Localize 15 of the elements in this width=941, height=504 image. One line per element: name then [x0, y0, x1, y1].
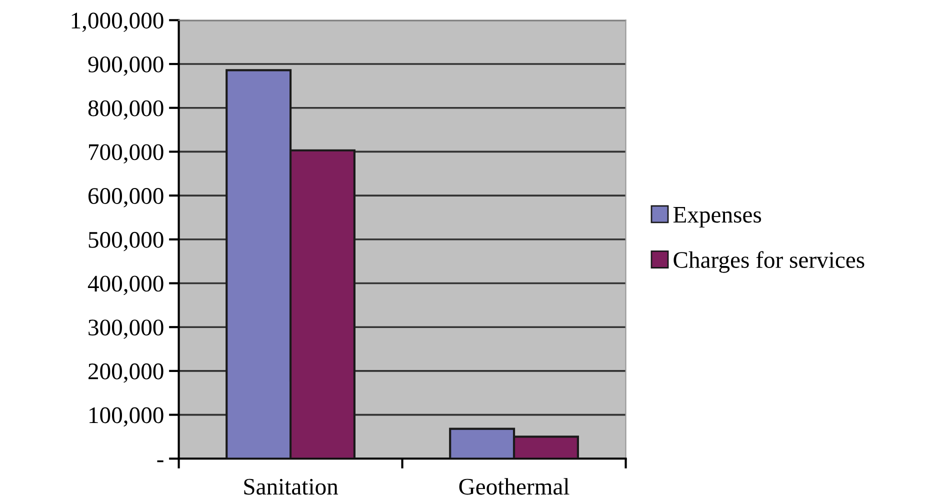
y-tick-label: 700,000 — [89, 144, 164, 164]
legend-label: Expenses — [673, 207, 762, 228]
legend-label: Charges for services — [674, 251, 864, 273]
y-tick-label: 1,000,000 — [72, 12, 164, 32]
x-tick-label: Geothermal — [459, 478, 570, 495]
y-tick-label: - — [157, 460, 164, 462]
y-tick-label: 100,000 — [90, 407, 164, 427]
y-tick-label: 300,000 — [88, 320, 164, 339]
y-tick-label: 500,000 — [88, 232, 164, 252]
y-tick-label: 400,000 — [88, 276, 164, 296]
y-tick-label: 900,000 — [88, 56, 164, 76]
y-tick-label: 800,000 — [88, 100, 164, 120]
x-tick-label: Sanitation — [244, 478, 338, 495]
y-tick-label: 600,000 — [88, 188, 164, 208]
y-tick-label: 200,000 — [88, 363, 164, 383]
